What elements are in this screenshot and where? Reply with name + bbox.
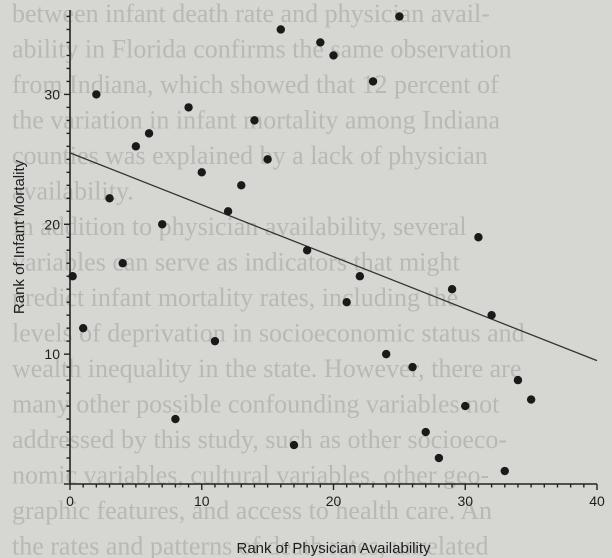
y-tick-label: 20 bbox=[44, 216, 60, 232]
data-point bbox=[250, 116, 259, 125]
background-text-line: addressed by this study, such as other s… bbox=[12, 425, 507, 454]
background-text-line: levels of deprivation in socioeconomic s… bbox=[12, 319, 525, 348]
x-tick-label: 30 bbox=[457, 493, 473, 509]
trend-line bbox=[69, 152, 598, 362]
data-point bbox=[434, 453, 444, 463]
background-text-line: many other possible confounding variable… bbox=[12, 390, 500, 419]
data-point bbox=[355, 272, 365, 281]
data-point bbox=[78, 323, 88, 333]
data-point bbox=[92, 90, 101, 99]
data-point bbox=[382, 349, 391, 359]
data-point bbox=[447, 285, 457, 294]
background-text-line: counties was explained by a lack of phys… bbox=[12, 141, 488, 170]
data-point bbox=[144, 129, 154, 138]
data-point bbox=[171, 414, 180, 424]
data-point bbox=[395, 12, 404, 21]
data-point bbox=[210, 336, 220, 346]
data-point bbox=[329, 51, 338, 60]
x-tick-label: 10 bbox=[194, 493, 210, 509]
tick-labels: 0 10 20 30 40 10 20 30 bbox=[44, 86, 605, 509]
background-text-line: predict infant mortality rates, includin… bbox=[12, 283, 458, 312]
x-tick-label: 40 bbox=[589, 493, 605, 509]
x-tick-label: 20 bbox=[326, 493, 342, 509]
background-text-line: graphic features, and access to health c… bbox=[12, 496, 492, 525]
data-point bbox=[68, 272, 77, 281]
data-point bbox=[487, 310, 496, 320]
data-point bbox=[276, 25, 285, 34]
data-point bbox=[408, 362, 417, 372]
data-point bbox=[263, 155, 272, 164]
data-point bbox=[237, 181, 246, 190]
data-point bbox=[461, 401, 470, 411]
x-tick-label: 0 bbox=[66, 493, 74, 509]
data-point bbox=[197, 168, 206, 177]
background-text-line: availability. bbox=[12, 177, 134, 206]
background-text-line: from Indiana, which showed that 12 perce… bbox=[12, 70, 499, 99]
background-text-line: In addition to physician availability, s… bbox=[12, 212, 467, 241]
data-point bbox=[368, 77, 378, 86]
data-point bbox=[526, 395, 536, 404]
tick-marks bbox=[64, 15, 598, 490]
data-point bbox=[421, 427, 430, 437]
data-point bbox=[289, 440, 299, 450]
background-text-line: between infant death rate and physician … bbox=[12, 0, 490, 28]
y-axis-label: Rank of Infant Mortality bbox=[11, 159, 28, 314]
background-text-line: variables can serve as indicators that m… bbox=[12, 248, 460, 277]
data-points bbox=[68, 12, 536, 476]
background-text-line: ability in Florida confirms the same obs… bbox=[12, 35, 512, 64]
data-point bbox=[513, 375, 523, 385]
data-point bbox=[131, 142, 141, 151]
data-point bbox=[316, 38, 325, 47]
background-text-line: wealth inequality in the state. However,… bbox=[12, 354, 521, 383]
background-page-text: between infant death rate and physician … bbox=[12, 0, 525, 558]
background-text-line: the rates and patterns of death rates, u… bbox=[12, 532, 488, 558]
x-axis-label: Rank of Physician Availability bbox=[237, 540, 431, 557]
y-tick-label: 30 bbox=[44, 86, 60, 102]
data-point bbox=[342, 297, 351, 307]
data-point bbox=[118, 259, 127, 268]
data-point bbox=[500, 466, 509, 476]
y-tick-label: 10 bbox=[44, 346, 60, 362]
data-point bbox=[158, 220, 167, 229]
data-point bbox=[474, 233, 483, 242]
data-point bbox=[223, 207, 233, 216]
data-point bbox=[302, 246, 312, 255]
data-point bbox=[184, 103, 193, 112]
data-point bbox=[105, 194, 114, 203]
